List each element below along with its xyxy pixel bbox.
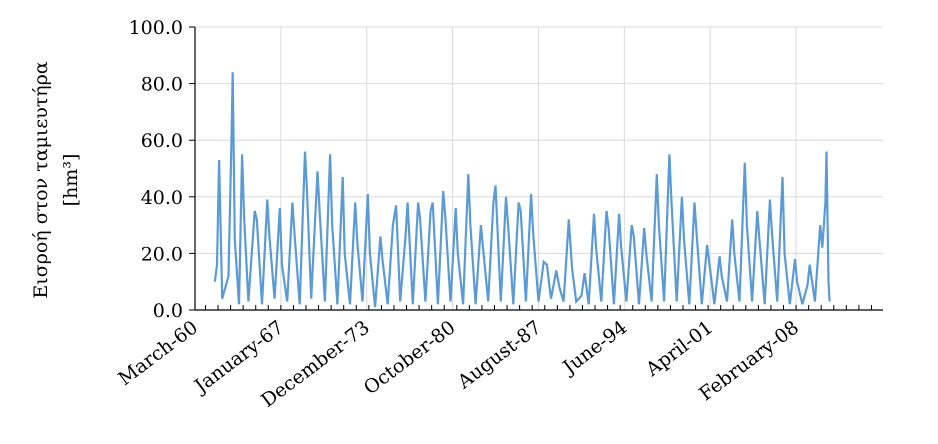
x-tick-label: October-80 xyxy=(360,316,460,399)
y-axis-label-line2: [hm³] xyxy=(60,154,82,207)
y-tick-label: 60.0 xyxy=(141,130,183,152)
x-tick-label: June-94 xyxy=(557,316,631,379)
y-axis-label: Εισροή στον ταμιευτήρα xyxy=(30,61,52,298)
y-tick-label: 40.0 xyxy=(141,187,183,209)
x-tick-label: March-60 xyxy=(114,316,202,390)
y-tick-label: 0.0 xyxy=(153,300,183,322)
y-tick-label: 80.0 xyxy=(141,74,183,96)
axes xyxy=(189,26,883,311)
y-axis-label-line1: Εισροή στον ταμιευτήρα xyxy=(30,61,52,298)
x-tick-label: August-87 xyxy=(453,316,546,393)
x-tick-label: April-01 xyxy=(641,316,717,381)
y-axis-unit: [hm³] xyxy=(60,154,82,207)
gridlines xyxy=(195,26,883,310)
y-tick-label: 20.0 xyxy=(141,243,183,265)
x-tick-labels: March-60January-67December-73October-80A… xyxy=(114,316,803,411)
y-tick-labels: 0.0 20.0 40.0 60.0 80.0 100.0 xyxy=(129,17,183,322)
y-tick-label: 100.0 xyxy=(129,17,183,39)
series-line xyxy=(213,72,831,308)
